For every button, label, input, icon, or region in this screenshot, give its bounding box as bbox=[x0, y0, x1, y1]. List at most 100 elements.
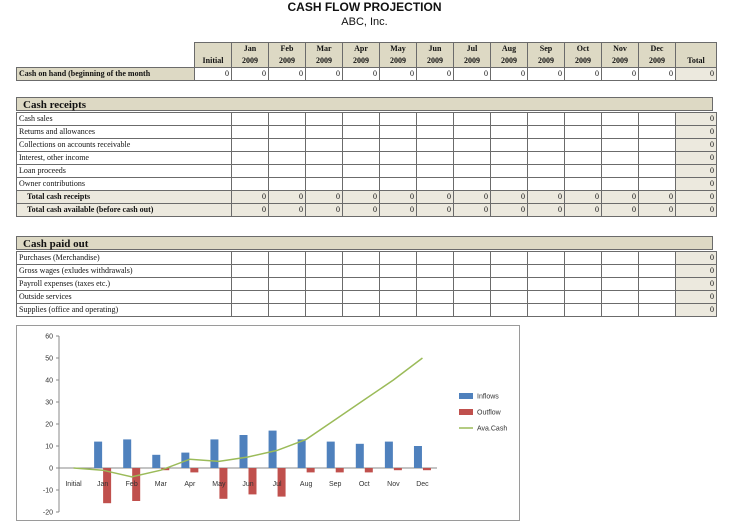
legend-label: Outflow bbox=[477, 410, 502, 417]
column-header-bottom: 2009 bbox=[379, 55, 417, 68]
total-value: 0 bbox=[527, 190, 565, 204]
legend-label: Inflows bbox=[477, 394, 499, 401]
table-row: Cash sales 0 bbox=[16, 112, 717, 126]
empty-cell bbox=[416, 264, 454, 278]
empty-cell bbox=[601, 290, 639, 304]
empty-cell bbox=[342, 177, 380, 191]
column-header-bottom: 2009 bbox=[638, 55, 676, 68]
row-total: 0 bbox=[675, 264, 717, 278]
outflow-bar bbox=[335, 468, 344, 473]
column-header-top: Aug bbox=[490, 42, 528, 55]
total-value: 0 bbox=[231, 190, 269, 204]
total-value: 0 bbox=[527, 203, 565, 217]
outflow-bar bbox=[190, 468, 199, 473]
column-header-top: Dec bbox=[638, 42, 676, 55]
total-value: 0 bbox=[268, 203, 306, 217]
outflow-bar bbox=[248, 468, 257, 495]
empty-cell bbox=[268, 277, 306, 291]
empty-cell bbox=[638, 177, 676, 191]
empty-cell bbox=[490, 138, 528, 152]
x-tick-label: Sep bbox=[329, 481, 342, 488]
empty-cell bbox=[379, 151, 417, 165]
total-label: Total cash receipts bbox=[16, 190, 232, 204]
column-header-top: Mar bbox=[305, 42, 343, 55]
x-tick-label: Aug bbox=[300, 481, 313, 488]
empty-cell bbox=[268, 177, 306, 191]
x-tick-label: May bbox=[212, 481, 226, 488]
cash-on-hand-value: 0 bbox=[601, 67, 639, 81]
empty-cell bbox=[268, 138, 306, 152]
empty-cell bbox=[490, 277, 528, 291]
empty-cell bbox=[305, 112, 343, 126]
total-label: Total cash available (before cash out) bbox=[16, 203, 232, 217]
empty-cell bbox=[453, 177, 491, 191]
empty-cell bbox=[305, 290, 343, 304]
empty-cell bbox=[342, 303, 380, 317]
empty-cell bbox=[638, 164, 676, 178]
empty-cell bbox=[527, 151, 565, 165]
empty-cell bbox=[453, 151, 491, 165]
empty-cell bbox=[305, 277, 343, 291]
empty-cell bbox=[416, 251, 454, 265]
empty-cell bbox=[305, 264, 343, 278]
column-header-top: Jan bbox=[231, 42, 269, 55]
empty-cell bbox=[379, 112, 417, 126]
total-value: 0 bbox=[379, 190, 417, 204]
x-tick-label: Jan bbox=[97, 481, 108, 488]
empty-cell bbox=[305, 251, 343, 265]
empty-cell bbox=[601, 125, 639, 139]
empty-cell bbox=[379, 303, 417, 317]
empty-cell bbox=[601, 112, 639, 126]
empty-cell bbox=[601, 138, 639, 152]
empty-cell bbox=[453, 138, 491, 152]
empty-cell bbox=[453, 125, 491, 139]
empty-cell bbox=[490, 251, 528, 265]
total-value: 0 bbox=[453, 190, 491, 204]
y-tick-label: 10 bbox=[45, 444, 53, 451]
page-title: CASH FLOW PROJECTION bbox=[287, 0, 442, 14]
empty-cell bbox=[527, 112, 565, 126]
outflow-bar bbox=[103, 468, 112, 504]
row-total: 0 bbox=[675, 277, 717, 291]
empty-cell bbox=[527, 277, 565, 291]
column-header-top: Jul bbox=[453, 42, 491, 55]
row-label: Outside services bbox=[16, 290, 232, 304]
total-value: 0 bbox=[231, 203, 269, 217]
empty-cell bbox=[305, 125, 343, 139]
cash-on-hand-value: 0 bbox=[638, 67, 676, 81]
empty-cell bbox=[231, 164, 269, 178]
empty-cell bbox=[564, 290, 602, 304]
empty-cell bbox=[564, 138, 602, 152]
empty-cell bbox=[305, 164, 343, 178]
x-tick-label: Dec bbox=[416, 481, 429, 488]
column-header-bottom: 2009 bbox=[601, 55, 639, 68]
table-row: Outside services 0 bbox=[16, 290, 717, 304]
row-total: 0 bbox=[675, 164, 717, 178]
empty-cell bbox=[268, 125, 306, 139]
row-label: Owner contributions bbox=[16, 177, 232, 191]
empty-cell bbox=[379, 164, 417, 178]
outflow-bar bbox=[132, 468, 141, 501]
row-label: Supplies (office and operating) bbox=[16, 303, 232, 317]
empty-cell bbox=[268, 290, 306, 304]
column-header-top: Feb bbox=[268, 42, 306, 55]
empty-cell bbox=[490, 151, 528, 165]
total-value: 0 bbox=[490, 190, 528, 204]
paid-out-table: Purchases (Merchandise) 0 Gross wages (exl… bbox=[16, 251, 717, 317]
cash-on-hand-value: 0 bbox=[231, 67, 269, 81]
x-tick-label: Jul bbox=[273, 481, 282, 488]
empty-cell bbox=[490, 177, 528, 191]
empty-cell bbox=[379, 138, 417, 152]
y-tick-label: 30 bbox=[45, 400, 53, 407]
y-tick-label: -10 bbox=[43, 488, 53, 495]
row-label: Gross wages (exludes withdrawals) bbox=[16, 264, 232, 278]
total-value: 0 bbox=[342, 190, 380, 204]
empty-cell bbox=[342, 125, 380, 139]
table-row: Purchases (Merchandise) 0 bbox=[16, 251, 717, 265]
empty-cell bbox=[564, 151, 602, 165]
cash-on-hand-value: 0 bbox=[527, 67, 565, 81]
total-value: 0 bbox=[305, 203, 343, 217]
y-tick-label: 40 bbox=[45, 378, 53, 385]
column-header-bottom: 2009 bbox=[231, 55, 269, 68]
empty-cell bbox=[342, 138, 380, 152]
